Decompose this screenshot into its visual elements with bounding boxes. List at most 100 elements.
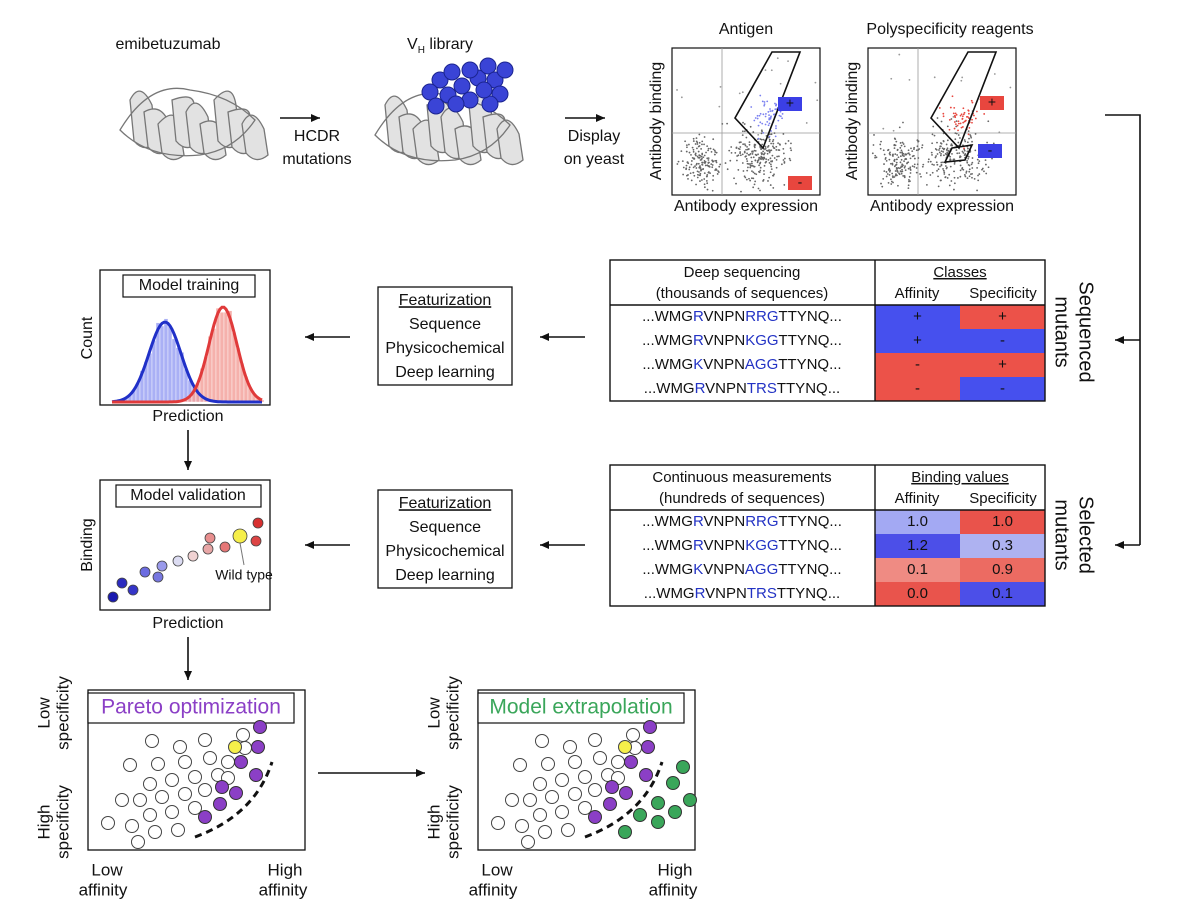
hist-bar — [159, 325, 165, 403]
event-dot — [909, 180, 911, 183]
event-dot — [968, 127, 971, 129]
design-point — [533, 808, 547, 822]
event-dot — [965, 170, 968, 173]
event-dot — [940, 161, 943, 164]
event-dot — [685, 144, 688, 147]
event-dot — [880, 140, 882, 143]
event-dot — [753, 172, 756, 175]
event-dot — [913, 163, 916, 166]
residue-sphere — [461, 91, 479, 109]
arrow-head — [596, 114, 605, 122]
event-dot — [690, 163, 693, 166]
box-item: Physicochemical — [385, 543, 504, 560]
event-dot — [704, 160, 707, 163]
event-dot — [739, 141, 742, 144]
event-dot — [730, 151, 733, 154]
event-dot — [875, 156, 878, 159]
event-dot — [771, 154, 774, 157]
table-header: Deep sequencing — [684, 264, 801, 281]
design-point — [555, 805, 569, 819]
design-point — [515, 819, 529, 833]
title-box — [115, 484, 262, 508]
event-dot — [687, 162, 690, 165]
validation-point — [156, 560, 168, 572]
design-point — [535, 734, 549, 748]
sequence-part: ...WMG — [642, 561, 693, 578]
hist-bar — [211, 328, 217, 403]
event-dot — [903, 160, 905, 163]
design-point — [593, 751, 607, 765]
event-dot — [757, 153, 759, 156]
event-dot — [931, 142, 934, 145]
event-dot — [898, 53, 901, 56]
validation-point — [250, 535, 262, 547]
residue-sphere — [443, 63, 461, 81]
event-dot — [769, 108, 771, 110]
event-dot — [945, 167, 948, 170]
design-point — [188, 770, 202, 784]
event-dot — [766, 120, 769, 123]
table-value: - — [1000, 332, 1005, 349]
event-dot — [907, 187, 910, 190]
event-dot — [882, 149, 885, 152]
event-dot — [745, 178, 748, 181]
event-dot — [936, 153, 939, 155]
event-dot — [901, 168, 903, 171]
sequence-part: R — [693, 513, 704, 530]
event-dot — [745, 158, 748, 160]
event-dot — [784, 142, 787, 145]
event-dot — [879, 147, 882, 150]
event-dot — [707, 162, 710, 164]
event-dot — [971, 101, 974, 104]
event-dot — [749, 179, 752, 182]
sequence: ...WMGKVNPNAGGTTYNQ... — [642, 561, 841, 578]
event-dot — [715, 168, 717, 170]
table-cell — [875, 329, 960, 353]
event-dot — [915, 171, 918, 174]
event-dot — [940, 120, 943, 123]
event-dot — [908, 178, 910, 181]
event-dot — [699, 172, 702, 175]
sequence-part: ...WMG — [644, 380, 695, 397]
event-dot — [763, 101, 766, 103]
event-dot — [761, 100, 764, 103]
event-dot — [904, 165, 906, 167]
event-dot — [705, 180, 708, 182]
event-dot — [706, 182, 709, 185]
event-dot — [974, 117, 977, 120]
arrow-head — [184, 461, 192, 470]
event-dot — [891, 154, 894, 156]
event-dot — [737, 169, 740, 171]
event-dot — [761, 122, 764, 125]
event-dot — [751, 170, 753, 173]
sequence-part: TTYNQ... — [779, 513, 842, 530]
event-dot — [746, 152, 748, 155]
event-dot — [756, 161, 759, 164]
panel-title: Pareto optimization — [101, 696, 281, 719]
event-dot — [874, 156, 876, 159]
event-dot — [932, 125, 935, 128]
sort-gate — [943, 143, 974, 163]
event-dot — [696, 155, 699, 158]
event-dot — [701, 140, 704, 143]
event-dot — [703, 143, 705, 146]
event-dot — [783, 162, 786, 164]
event-dot — [898, 126, 901, 129]
event-dot — [961, 126, 964, 128]
event-dot — [970, 163, 973, 166]
axis-label: affinity — [79, 880, 128, 899]
step-label: Display — [568, 128, 620, 145]
event-dot — [903, 174, 906, 177]
validation-point — [152, 571, 164, 583]
event-dot — [743, 175, 746, 178]
event-dot — [754, 159, 757, 162]
event-dot — [929, 174, 932, 176]
event-dot — [894, 153, 897, 156]
event-dot — [757, 133, 760, 136]
event-dot — [987, 166, 990, 169]
residue-sphere — [475, 81, 493, 99]
extrapolated-point — [651, 796, 665, 810]
event-dot — [685, 150, 688, 153]
event-dot — [951, 95, 954, 98]
event-dot — [689, 172, 692, 175]
